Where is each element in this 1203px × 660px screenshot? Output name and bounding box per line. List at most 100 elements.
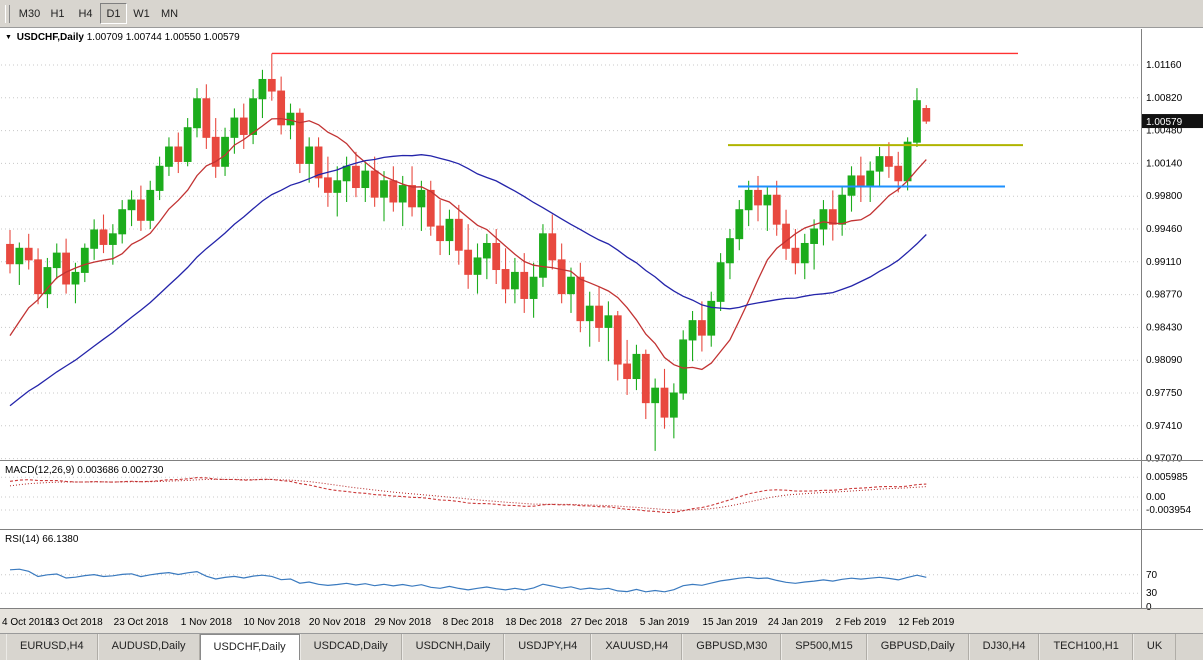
chart-tab-xauusd-h4[interactable]: XAUUSD,H4 xyxy=(591,634,683,660)
candle-body xyxy=(352,165,360,189)
chart-tab-audusd-daily[interactable]: AUDUSD,Daily xyxy=(97,634,200,660)
rsi-line xyxy=(9,568,927,593)
date-axis-label: 20 Nov 2018 xyxy=(309,617,366,628)
candle-body xyxy=(43,267,52,295)
candle-body xyxy=(866,170,875,187)
candle-body xyxy=(548,233,557,261)
timeframe-button-m30[interactable]: M30 xyxy=(18,8,41,20)
candle-body xyxy=(585,305,594,322)
price-axis-label: 0.98770 xyxy=(1146,290,1183,301)
candle-body xyxy=(473,257,482,275)
chart-tab-usdcnh-daily[interactable]: USDCNH,Daily xyxy=(401,634,505,660)
candle-body xyxy=(810,228,819,244)
candle-body xyxy=(885,156,893,167)
candle-body xyxy=(688,320,697,341)
macd-axis-label: 0.005985 xyxy=(1146,472,1188,483)
candle-body xyxy=(828,209,837,225)
candle-body xyxy=(6,243,14,265)
chart-tab-gbpusd-m30[interactable]: GBPUSD,M30 xyxy=(682,634,782,660)
chart-tab-tech100-h1[interactable]: TECH100,H1 xyxy=(1039,634,1133,660)
candle-body xyxy=(856,175,865,187)
candle-body xyxy=(108,233,117,245)
chart-tab-dj30-h4[interactable]: DJ30,H4 xyxy=(968,634,1040,660)
candle-body xyxy=(34,259,42,295)
timeframe-button-d1[interactable]: D1 xyxy=(100,3,127,24)
macd-axis-label: -0.003954 xyxy=(1146,505,1191,516)
candle-body xyxy=(669,392,678,418)
candle-body xyxy=(632,353,641,380)
price-axis-label: 1.00820 xyxy=(1146,93,1183,104)
price-axis-label: 0.98430 xyxy=(1146,322,1183,333)
chart-tab-usdcad-daily[interactable]: USDCAD,Daily xyxy=(299,634,402,660)
date-axis-label: 24 Jan 2019 xyxy=(768,617,823,628)
chart-tab-usdjpy-h4[interactable]: USDJPY,H4 xyxy=(504,634,592,660)
candle-body xyxy=(52,252,61,269)
candle-body xyxy=(324,177,332,193)
date-axis-label: 5 Jan 2019 xyxy=(640,617,690,628)
candle-body xyxy=(174,146,183,162)
candle-body xyxy=(660,387,669,418)
date-axis-label: 15 Jan 2019 xyxy=(702,617,757,628)
macd-main-line xyxy=(9,477,927,513)
candle-body xyxy=(127,199,136,211)
macd-signal-line xyxy=(9,478,927,511)
chart-tab-eurusd-h4[interactable]: EURUSD,H4 xyxy=(6,634,98,660)
candle-body xyxy=(165,146,173,167)
rsi-axis-label: 70 xyxy=(1146,570,1158,581)
price-axis-label: 0.97070 xyxy=(1146,454,1183,465)
candle-body xyxy=(800,242,809,264)
price-axis-label: 0.99460 xyxy=(1146,224,1183,235)
price-axis-label: 0.97750 xyxy=(1146,388,1183,399)
chart-tab-sp500-m15[interactable]: SP500,M15 xyxy=(781,634,867,660)
candle-body xyxy=(333,180,342,193)
candle-body xyxy=(651,387,660,404)
date-axis-label: 4 Oct 2018 xyxy=(2,617,51,628)
candle-body xyxy=(576,276,585,322)
candle-body xyxy=(482,242,491,259)
chart-tab-uk[interactable]: UK xyxy=(1132,634,1177,660)
candle-body xyxy=(501,269,510,290)
candle-body xyxy=(361,170,370,189)
candle-body xyxy=(539,233,547,278)
candle-body xyxy=(398,185,407,203)
price-chart[interactable]: 1.01160 1.00820 1.00480 1.00140 0.99800 0.994… xyxy=(0,29,1203,633)
candle-body xyxy=(417,189,426,208)
candle-body xyxy=(464,249,473,275)
candle-body xyxy=(183,127,192,162)
candle-body xyxy=(557,259,566,295)
candle-body xyxy=(137,199,145,221)
timeframe-toolbar: M30 H1 H4 D1 W1 MN xyxy=(0,0,1203,28)
chart-window: 1.01160 1.00820 1.00480 1.00140 0.99800 0.994… xyxy=(0,29,1203,633)
candle-body xyxy=(922,108,931,122)
candle-body xyxy=(426,189,435,227)
chart-tab-gbpusd-daily[interactable]: GBPUSD,Daily xyxy=(866,634,969,660)
candle-body xyxy=(230,117,239,138)
candle-body xyxy=(314,146,323,179)
price-axis-label: 1.00140 xyxy=(1146,158,1183,169)
timeframe-button-w1[interactable]: W1 xyxy=(133,8,150,20)
timeframe-button-h4[interactable]: H4 xyxy=(78,8,93,20)
candle-body xyxy=(380,180,388,198)
candle-body xyxy=(99,229,108,245)
candle-body xyxy=(71,271,80,285)
chart-tab-usdchf-daily[interactable]: USDCHF,Daily xyxy=(199,634,300,660)
candle-body xyxy=(436,225,445,242)
candle-body xyxy=(567,276,575,295)
candle-body xyxy=(492,242,501,271)
date-axis-label: 8 Dec 2018 xyxy=(443,617,495,628)
candle-body xyxy=(726,238,734,264)
candle-body xyxy=(62,252,71,285)
toolbar-grip[interactable] xyxy=(5,4,10,23)
candle-body xyxy=(286,112,295,126)
candle-body xyxy=(604,315,613,328)
macd-axis-label: 0.00 xyxy=(1146,492,1166,503)
rsi-axis-label: 0 xyxy=(1146,602,1152,613)
candle-body xyxy=(903,141,912,182)
candle-body xyxy=(754,189,762,206)
candle-body xyxy=(295,112,304,164)
timeframe-button-h1[interactable]: H1 xyxy=(50,8,65,20)
chart-tab-bar: EURUSD,H4 AUDUSD,Daily USDCHF,Daily USDCAD,… xyxy=(0,633,1203,660)
candle-body xyxy=(454,218,463,251)
timeframe-button-mn[interactable]: MN xyxy=(160,8,179,20)
date-axis-label: 29 Nov 2018 xyxy=(374,617,431,628)
